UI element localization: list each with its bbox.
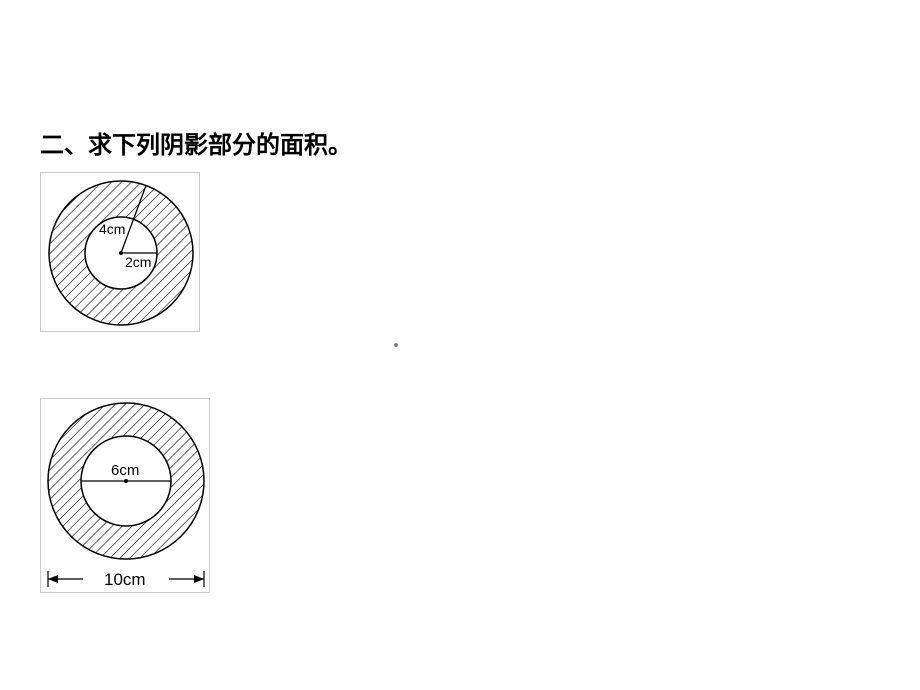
- figure-2-annulus: 6cm 10cm: [40, 398, 210, 593]
- figure-1-inner-radius-label: 2cm: [125, 254, 151, 270]
- figure-1-annulus: 4cm 2cm: [40, 172, 200, 332]
- section-heading: 二、求下列阴影部分的面积。: [40, 125, 352, 160]
- figure-1-outer-radius-label: 4cm: [99, 221, 125, 237]
- slide-center-marker: [394, 343, 398, 347]
- figure-2-inner-diameter-label: 6cm: [111, 462, 139, 479]
- figure-2-outer-diameter-label: 10cm: [104, 570, 146, 589]
